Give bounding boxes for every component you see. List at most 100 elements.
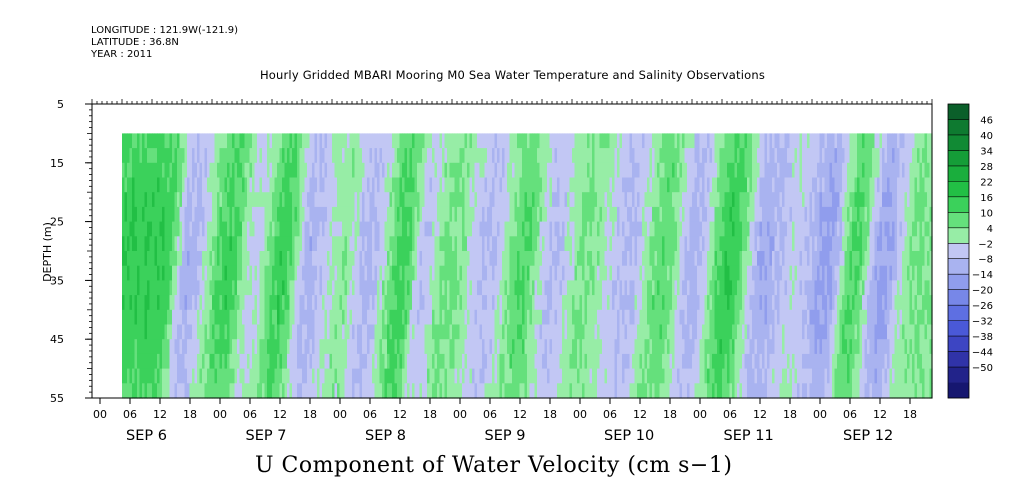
heatmap-cell <box>532 251 536 267</box>
heatmap-cell <box>764 383 768 399</box>
heatmap-cell <box>762 383 766 399</box>
heatmap-cell <box>654 148 658 164</box>
heatmap-cell <box>439 221 443 237</box>
heatmap-cell <box>602 162 606 179</box>
heatmap-cell <box>744 192 748 208</box>
heatmap-cell <box>354 177 358 193</box>
heatmap-cell <box>337 251 341 267</box>
heatmap-cell <box>267 324 271 340</box>
heatmap-cell <box>392 162 396 179</box>
heatmap-cell <box>704 206 708 223</box>
heatmap-cell <box>549 324 553 340</box>
heatmap-cell <box>332 280 336 296</box>
heatmap-cell <box>529 324 533 340</box>
heatmap-cell <box>214 206 218 223</box>
heatmap-cell <box>502 368 506 384</box>
heatmap-cell <box>157 177 161 193</box>
heatmap-cell <box>732 133 736 149</box>
heatmap-cell <box>342 295 346 311</box>
heatmap-cell <box>597 280 601 296</box>
heatmap-cell <box>349 309 353 326</box>
heatmap-cell <box>404 236 408 252</box>
heatmap-cell <box>224 162 228 179</box>
heatmap-cell <box>172 265 176 281</box>
heatmap-cell <box>327 280 331 296</box>
heatmap-cell <box>304 295 308 311</box>
heatmap-cell <box>304 251 308 267</box>
heatmap-cell <box>494 339 498 355</box>
heatmap-cell <box>227 368 231 384</box>
heatmap-cell <box>254 206 258 223</box>
heatmap-cell <box>769 280 773 296</box>
heatmap-cell <box>387 133 391 149</box>
heatmap-cell <box>402 324 406 340</box>
heatmap-cell <box>722 251 726 267</box>
heatmap-cell <box>779 368 783 384</box>
heatmap-cell <box>267 133 271 149</box>
heatmap-cell <box>729 236 733 252</box>
heatmap-cell <box>227 265 231 281</box>
heatmap-cell <box>757 162 761 179</box>
heatmap-cell <box>132 192 136 208</box>
heatmap-cell <box>762 192 766 208</box>
heatmap-cell <box>304 162 308 179</box>
heatmap-cell <box>802 206 806 223</box>
heatmap-cell <box>439 280 443 296</box>
heatmap-cell <box>244 280 248 296</box>
heatmap-cell <box>262 148 266 164</box>
heatmap-cell <box>279 162 283 179</box>
heatmap-cell <box>384 339 388 355</box>
heatmap-cell <box>727 192 731 208</box>
heatmap-cell <box>309 324 313 340</box>
heatmap-cell <box>479 324 483 340</box>
heatmap-cell <box>747 206 751 223</box>
heatmap-cell <box>329 251 333 267</box>
heatmap-cell <box>724 339 728 355</box>
heatmap-cell <box>802 280 806 296</box>
heatmap-cell <box>449 295 453 311</box>
heatmap-cell <box>657 309 661 326</box>
heatmap-cell <box>467 295 471 311</box>
heatmap-cell <box>287 177 291 193</box>
heatmap-cell <box>432 353 436 370</box>
heatmap-cell <box>549 383 553 399</box>
heatmap-cell <box>557 383 561 399</box>
heatmap-cell <box>647 309 651 326</box>
heatmap-cell <box>359 353 363 370</box>
heatmap-cell <box>594 148 598 164</box>
heatmap-cell <box>287 162 291 179</box>
heatmap-cell <box>182 324 186 340</box>
heatmap-cell <box>717 192 721 208</box>
heatmap-cell <box>754 324 758 340</box>
heatmap-cell <box>619 353 623 370</box>
heatmap-cell <box>724 309 728 326</box>
heatmap-cell <box>232 324 236 340</box>
heatmap-cell <box>649 251 653 267</box>
heatmap-cell <box>627 324 631 340</box>
heatmap-cell <box>617 148 621 164</box>
heatmap-cell <box>554 339 558 355</box>
heatmap-cell <box>304 280 308 296</box>
heatmap-cell <box>667 251 671 267</box>
heatmap-cell <box>317 295 321 311</box>
heatmap-cell <box>644 339 648 355</box>
heatmap-cell <box>237 192 241 208</box>
heatmap-cell <box>349 295 353 311</box>
heatmap-cell <box>159 339 163 355</box>
heatmap-cell <box>574 192 578 208</box>
heatmap-cell <box>537 133 541 149</box>
heatmap-cell <box>424 339 428 355</box>
heatmap-cell <box>759 148 763 164</box>
heatmap-cell <box>297 339 301 355</box>
heatmap-cell <box>474 221 478 237</box>
heatmap-cell <box>264 265 268 281</box>
heatmap-cell <box>217 280 221 296</box>
heatmap-cell <box>204 339 208 355</box>
heatmap-cell <box>727 251 731 267</box>
heatmap-cell <box>157 309 161 326</box>
heatmap-cell <box>537 280 541 296</box>
heatmap-cell <box>804 148 808 164</box>
heatmap-cell <box>337 206 341 223</box>
heatmap-cell <box>174 148 178 164</box>
heatmap-cell <box>542 221 546 237</box>
